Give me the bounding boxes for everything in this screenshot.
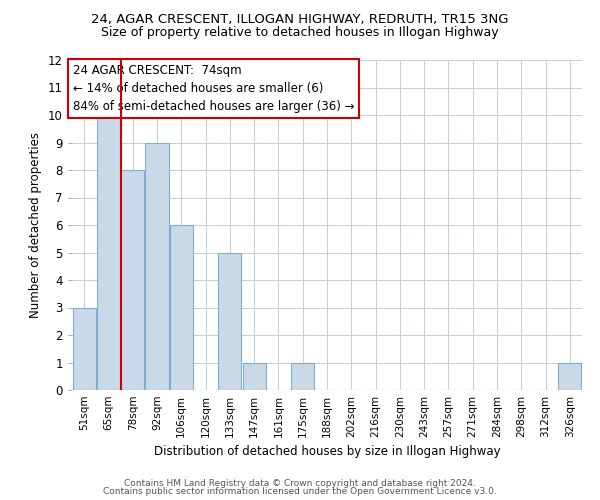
Bar (145, 142, 169, 390)
Text: Contains public sector information licensed under the Open Government Licence v3: Contains public sector information licen… (103, 487, 497, 496)
Y-axis label: Number of detached properties: Number of detached properties (29, 132, 43, 318)
X-axis label: Distribution of detached houses by size in Illogan Highway: Distribution of detached houses by size … (154, 446, 500, 458)
Bar (291, 362, 314, 390)
Bar (242, 362, 266, 390)
Bar (170, 225, 193, 390)
Bar (559, 362, 581, 390)
Bar (73, 308, 95, 390)
Text: 24 AGAR CRESCENT:  74sqm
← 14% of detached houses are smaller (6)
84% of semi-de: 24 AGAR CRESCENT: 74sqm ← 14% of detache… (73, 64, 355, 113)
Bar (97, 115, 120, 390)
Text: Contains HM Land Registry data © Crown copyright and database right 2024.: Contains HM Land Registry data © Crown c… (124, 478, 476, 488)
Text: Size of property relative to detached houses in Illogan Highway: Size of property relative to detached ho… (101, 26, 499, 39)
Bar (218, 252, 241, 390)
Bar (121, 170, 144, 390)
Text: 24, AGAR CRESCENT, ILLOGAN HIGHWAY, REDRUTH, TR15 3NG: 24, AGAR CRESCENT, ILLOGAN HIGHWAY, REDR… (91, 12, 509, 26)
